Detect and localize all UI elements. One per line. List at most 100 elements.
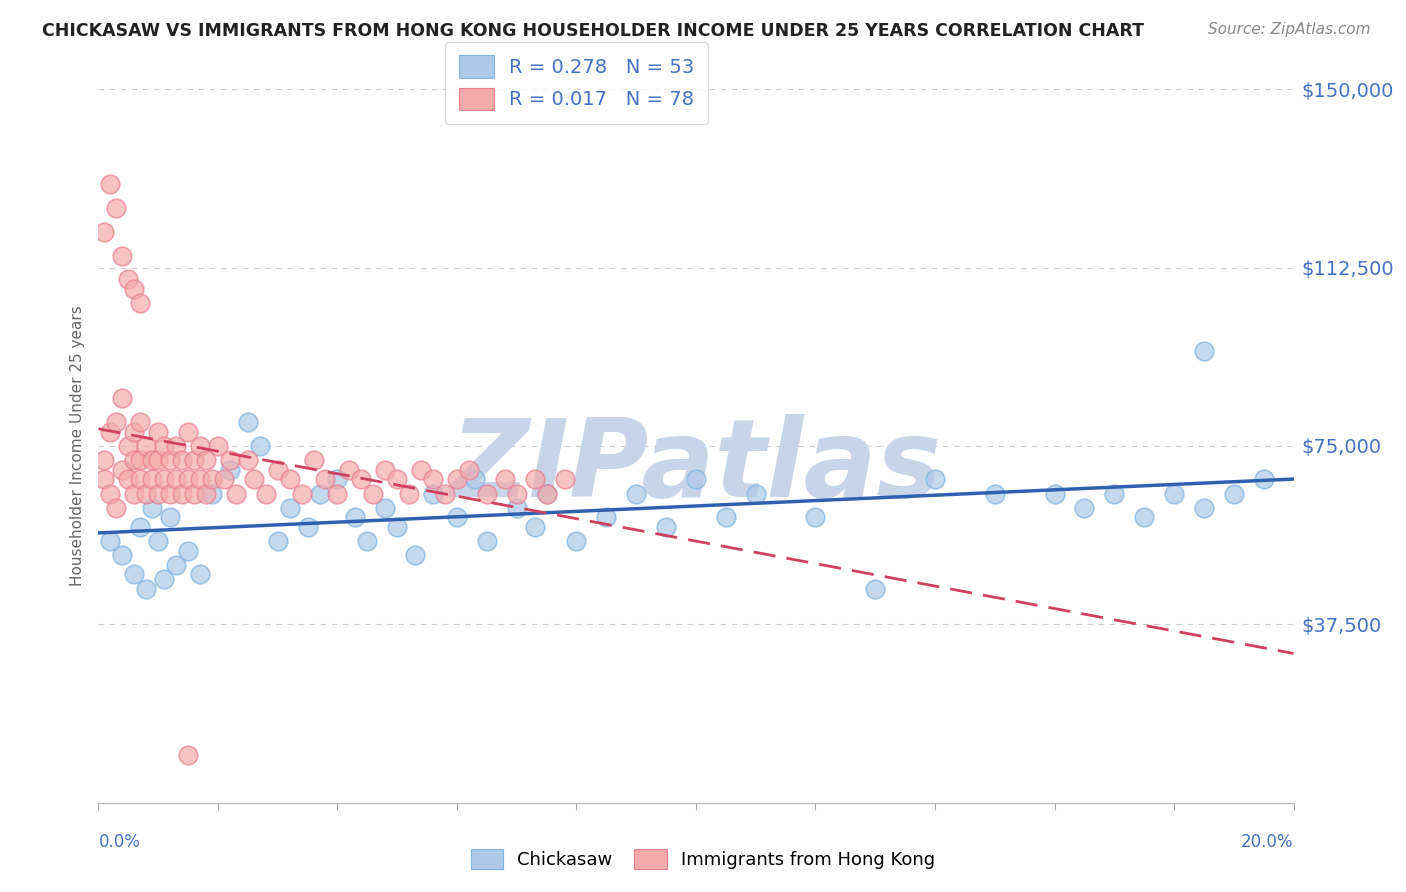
Point <box>188 439 211 453</box>
Point <box>129 472 152 486</box>
Point <box>267 534 290 549</box>
Point <box>165 439 187 453</box>
Point <box>135 486 157 500</box>
Point <box>464 472 486 486</box>
Point <box>225 486 247 500</box>
Text: CHICKASAW VS IMMIGRANTS FROM HONG KONG HOUSEHOLDER INCOME UNDER 25 YEARS CORRELA: CHICKASAW VS IMMIGRANTS FROM HONG KONG H… <box>42 22 1144 40</box>
Point <box>124 486 146 500</box>
Point <box>177 425 200 439</box>
Point <box>565 534 588 549</box>
Point <box>745 486 768 500</box>
Point <box>117 472 139 486</box>
Point <box>141 472 163 486</box>
Point <box>339 463 361 477</box>
Point <box>201 486 224 500</box>
Legend: Chickasaw, Immigrants from Hong Kong: Chickasaw, Immigrants from Hong Kong <box>461 839 945 879</box>
Point <box>177 472 200 486</box>
Point <box>111 249 134 263</box>
Point <box>98 534 122 549</box>
Point <box>626 486 648 500</box>
Point <box>302 453 325 467</box>
Point <box>129 520 152 534</box>
Point <box>188 567 211 582</box>
Point <box>243 472 266 486</box>
Point <box>153 439 176 453</box>
Point <box>458 463 481 477</box>
Point <box>326 486 349 500</box>
Point <box>148 534 170 549</box>
Y-axis label: Householder Income Under 25 years: Householder Income Under 25 years <box>69 306 84 586</box>
Point <box>153 472 176 486</box>
Point <box>183 486 205 500</box>
Point <box>475 534 498 549</box>
Point <box>356 534 378 549</box>
Point <box>1043 486 1066 500</box>
Point <box>536 486 558 500</box>
Point <box>554 472 576 486</box>
Point <box>111 463 134 477</box>
Point <box>475 486 498 500</box>
Text: Source: ZipAtlas.com: Source: ZipAtlas.com <box>1208 22 1371 37</box>
Point <box>201 472 224 486</box>
Point <box>714 510 737 524</box>
Point <box>865 582 887 596</box>
Point <box>278 472 301 486</box>
Point <box>1192 500 1215 515</box>
Point <box>1223 486 1246 500</box>
Point <box>434 486 457 500</box>
Point <box>183 453 205 467</box>
Point <box>523 472 546 486</box>
Point <box>195 486 218 500</box>
Point <box>446 472 468 486</box>
Point <box>111 549 134 563</box>
Point <box>98 425 122 439</box>
Point <box>195 453 218 467</box>
Point <box>506 500 529 515</box>
Point <box>385 520 409 534</box>
Point <box>249 439 271 453</box>
Point <box>1104 486 1126 500</box>
Point <box>159 486 181 500</box>
Point <box>165 558 187 572</box>
Point <box>236 453 259 467</box>
Point <box>124 567 146 582</box>
Point <box>135 582 157 596</box>
Point <box>422 486 444 500</box>
Text: 20.0%: 20.0% <box>1241 833 1294 851</box>
Text: ZIPatlas: ZIPatlas <box>450 415 942 520</box>
Point <box>135 439 157 453</box>
Point <box>1073 500 1095 515</box>
Point <box>404 549 426 563</box>
Point <box>804 510 827 524</box>
Point <box>344 510 367 524</box>
Point <box>105 415 128 429</box>
Point <box>1253 472 1275 486</box>
Point <box>129 296 152 310</box>
Point <box>141 500 163 515</box>
Point <box>924 472 946 486</box>
Point <box>165 472 187 486</box>
Point <box>984 486 1007 500</box>
Point <box>278 500 301 515</box>
Point <box>105 500 128 515</box>
Text: 0.0%: 0.0% <box>98 833 141 851</box>
Point <box>595 510 617 524</box>
Point <box>236 415 259 429</box>
Point <box>523 520 546 534</box>
Point <box>93 225 115 239</box>
Point <box>1133 510 1156 524</box>
Point <box>219 463 242 477</box>
Point <box>159 453 181 467</box>
Point <box>1192 343 1215 358</box>
Point <box>254 486 277 500</box>
Point <box>536 486 558 500</box>
Point <box>506 486 529 500</box>
Point <box>385 472 409 486</box>
Point <box>93 472 115 486</box>
Point <box>326 472 349 486</box>
Point <box>111 392 134 406</box>
Point <box>219 453 242 467</box>
Point <box>153 572 176 586</box>
Point <box>105 201 128 215</box>
Point <box>172 453 194 467</box>
